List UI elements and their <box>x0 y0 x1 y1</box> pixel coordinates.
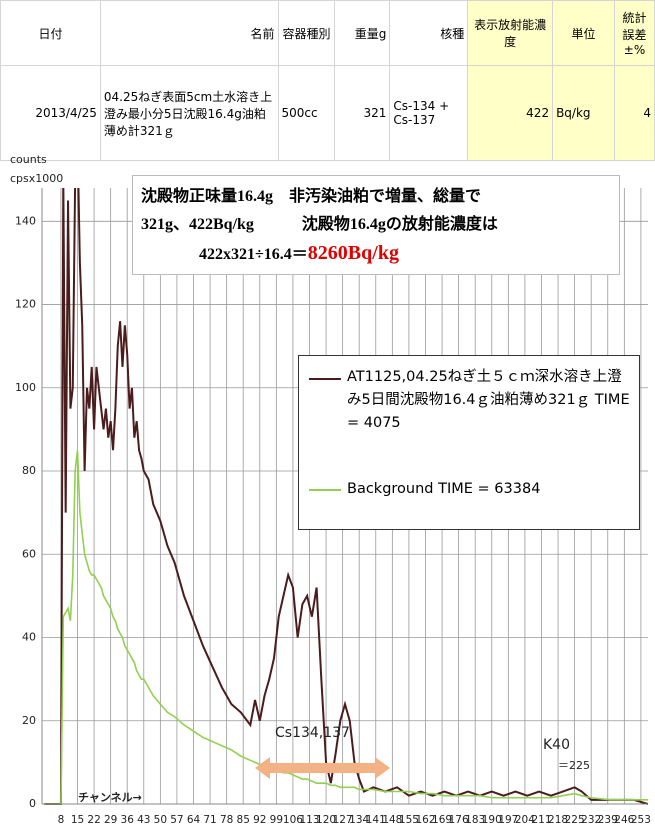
x-tick-label: 78 <box>220 814 233 826</box>
x-tick-label: 50 <box>154 814 167 826</box>
x-tick-label: 15 <box>71 814 84 826</box>
header-cell: 日付 <box>0 0 101 66</box>
y-tick-label: 0 <box>29 797 36 810</box>
x-axis-label: チャンネル→ <box>78 791 142 804</box>
y-axis-label: counts <box>10 153 47 166</box>
y-tick-label: 120 <box>15 298 36 311</box>
annotation: 沈殿物正味量16.4g 非汚染油粕で増量、総量で 321g、422Bq/kg 沈… <box>132 175 620 275</box>
data-table: 日付 名前 容器種別 重量g 核種 表示放射能濃度 単位 統計誤差±% 2013… <box>0 0 655 161</box>
header-cell: 重量g <box>334 0 391 66</box>
cell: 321 <box>334 65 391 161</box>
series-line <box>44 450 648 805</box>
x-tick-label: 36 <box>121 814 135 826</box>
x-tick-label: 246 <box>614 814 634 826</box>
x-tick-label: 8 <box>58 814 65 826</box>
header-cell: 単位 <box>552 0 616 66</box>
x-tick-label: 71 <box>203 814 216 826</box>
legend: AT1125,04.25ねぎ土５ｃｍ深水溶き上澄み5日間沈殿物16.4ｇ油粕薄め… <box>298 355 640 530</box>
x-tick-label: 99 <box>270 814 283 826</box>
x-tick-label: 85 <box>237 814 250 826</box>
x-tick-label: 239 <box>598 814 618 826</box>
header-cell: 名前 <box>99 0 279 66</box>
x-tick-label: 148 <box>382 814 402 826</box>
cell: 4 <box>614 65 655 161</box>
x-tick-label: 22 <box>87 814 100 826</box>
peak-label: K40 <box>543 737 570 753</box>
x-tick-label: 43 <box>137 814 150 826</box>
x-tick-label: 120 <box>316 814 336 826</box>
cell: Bq/kg <box>552 65 616 161</box>
x-tick-label: 29 <box>104 814 117 826</box>
x-tick-label: 211 <box>531 814 551 826</box>
x-tick-label: 253 <box>631 814 651 826</box>
x-tick-label: 197 <box>498 814 518 826</box>
y-tick-label: 20 <box>22 714 36 727</box>
y-tick-label: 60 <box>22 547 36 560</box>
x-tick-label: 57 <box>170 814 183 826</box>
x-tick-label: 183 <box>465 814 485 826</box>
x-tick-label: 141 <box>366 814 386 826</box>
y-axis-label: cpsx1000 <box>10 172 63 185</box>
x-tick-label: 190 <box>482 814 502 826</box>
x-tick-label: 162 <box>415 814 435 826</box>
cell: Cs-134 + Cs-137 <box>389 65 469 161</box>
legend-swatch <box>309 378 341 380</box>
legend-label: AT1125,04.25ねぎ土５ｃｍ深水溶き上澄み5日間沈殿物16.4ｇ油粕薄め… <box>347 369 630 431</box>
x-tick-label: 127 <box>333 814 353 826</box>
header-cell: 核種 <box>389 0 469 66</box>
x-tick-label: 92 <box>253 814 266 826</box>
peak-label: ＝225 <box>558 759 590 772</box>
y-tick-label: 100 <box>15 381 36 394</box>
cell: 04.25ねぎ表面5cm土水溶き上澄み最小分5日沈殿16.4g油粕薄め計321ｇ <box>99 65 279 161</box>
result: 8260Bq/kg <box>307 242 399 264</box>
cell: 422 <box>467 65 554 161</box>
x-tick-label: 155 <box>399 814 419 826</box>
x-tick-label: 64 <box>187 814 201 826</box>
header-cell: 容器種別 <box>277 0 336 66</box>
x-tick-label: 232 <box>581 814 601 826</box>
legend-swatch <box>309 489 341 491</box>
annotation-line: 沈殿物正味量16.4g 非汚染油粕で増量、総量で <box>141 188 482 205</box>
header-cell: 表示放射能濃度 <box>467 0 554 66</box>
x-tick-label: 204 <box>515 814 535 826</box>
x-tick-label: 218 <box>548 814 568 826</box>
y-tick-label: 80 <box>22 464 36 477</box>
legend-label: Background TIME = 63384 <box>347 481 541 497</box>
series-line <box>44 188 648 805</box>
x-tick-label: 113 <box>299 814 319 826</box>
cell: 500cc <box>277 65 336 161</box>
annotation-formula: 422x321÷16.4＝8260Bq/kg <box>199 240 399 265</box>
x-tick-label: 106 <box>283 814 303 826</box>
x-tick-label: 176 <box>449 814 469 826</box>
data-row: 2013/4/25 04.25ねぎ表面5cm土水溶き上澄み最小分5日沈殿16.4… <box>0 65 655 161</box>
y-tick-label: 40 <box>22 631 36 644</box>
y-tick-label: 140 <box>15 214 36 227</box>
range-arrow <box>255 757 390 779</box>
x-tick-label: 134 <box>349 814 369 826</box>
header-row: 日付 名前 容器種別 重量g 核種 表示放射能濃度 単位 統計誤差±% <box>0 0 655 66</box>
peak-label: Cs134,137 <box>275 725 350 741</box>
x-tick-label: 225 <box>565 814 585 826</box>
header-cell: 統計誤差±% <box>614 0 655 66</box>
formula: 422x321÷16.4＝ <box>199 246 308 263</box>
x-tick-label: 169 <box>432 814 452 826</box>
cell: 2013/4/25 <box>0 65 101 161</box>
annotation-line: 321g、422Bq/kg 沈殿物16.4gの放射能濃度は <box>141 216 498 233</box>
